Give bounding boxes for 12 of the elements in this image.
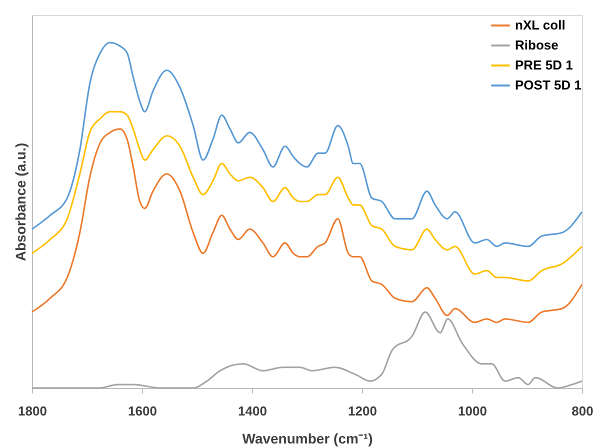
x-tick-label: 1600 (128, 404, 157, 418)
legend-label: PRE 5D 1 (515, 58, 573, 72)
x-tick-label: 1200 (348, 404, 377, 418)
x-axis-title: Wavenumber (cm⁻¹) (242, 430, 373, 446)
legend-label: nXL coll (515, 18, 566, 32)
x-tick-label: 1000 (458, 404, 487, 418)
x-tick-label: 1800 (18, 404, 47, 418)
legend-label: Ribose (515, 38, 558, 52)
x-tick-label: 1400 (238, 404, 267, 418)
y-axis-title: Absorbance (a.u.) (12, 142, 28, 262)
x-tick-label: 800 (572, 404, 594, 418)
legend-label: POST 5D 1 (515, 78, 582, 92)
